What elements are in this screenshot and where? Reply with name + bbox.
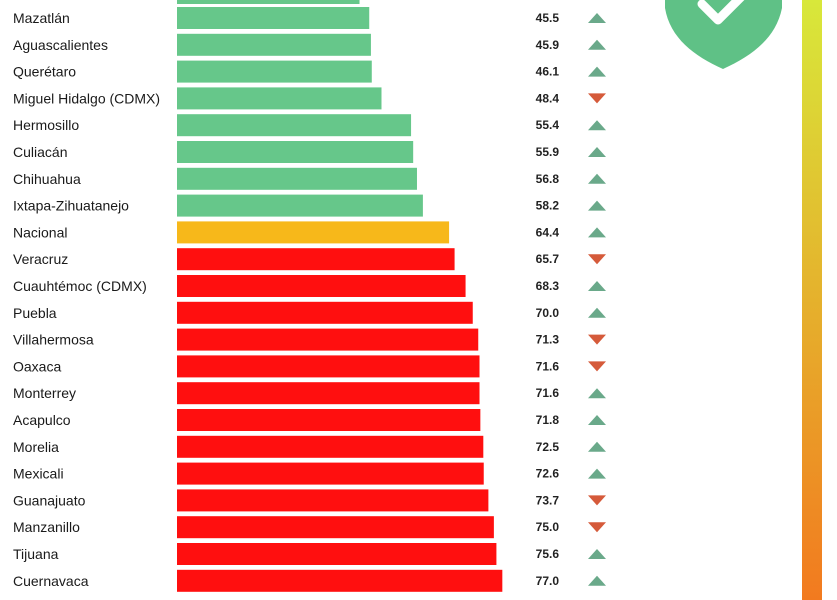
category-label: Puebla xyxy=(13,305,57,321)
bar xyxy=(177,301,473,324)
value-label: 58.2 xyxy=(536,199,560,213)
value-label: 75.6 xyxy=(536,547,560,561)
value-label: 73.7 xyxy=(536,493,560,507)
category-label: Mazatlán xyxy=(13,10,70,26)
color-scale-bar xyxy=(802,0,822,600)
triangle-up-icon xyxy=(588,415,606,425)
bar xyxy=(177,543,497,565)
bar xyxy=(177,462,484,485)
triangle-up-icon xyxy=(588,147,606,157)
triangle-up-icon xyxy=(588,575,606,586)
category-label: Acapulco xyxy=(13,412,71,428)
bar xyxy=(177,435,484,458)
category-label: Tijuana xyxy=(13,546,59,562)
triangle-up-icon xyxy=(588,468,606,479)
triangle-down-icon xyxy=(588,522,606,533)
bar xyxy=(177,516,494,539)
triangle-up-icon xyxy=(588,200,606,211)
triangle-down-icon xyxy=(588,254,606,265)
bar xyxy=(177,167,417,190)
bar xyxy=(177,382,480,405)
category-label: Aguascalientes xyxy=(13,37,108,53)
triangle-up-icon xyxy=(588,66,606,77)
category-label: Ixtapa-Zihuatanejo xyxy=(13,198,129,214)
bar xyxy=(177,60,372,83)
category-label: Culiacán xyxy=(13,144,67,160)
triangle-down-icon xyxy=(588,495,606,506)
bar-partial-top xyxy=(177,0,360,4)
value-label: 70.0 xyxy=(536,306,560,320)
category-label: Monterrey xyxy=(13,385,76,401)
value-label: 77.0 xyxy=(536,574,560,588)
triangle-up-icon xyxy=(588,120,606,131)
shield-check-icon xyxy=(665,0,782,69)
bar xyxy=(177,328,479,351)
bar xyxy=(177,33,371,56)
triangle-up-icon xyxy=(588,441,606,452)
value-label: 71.3 xyxy=(536,333,560,347)
value-label: 45.9 xyxy=(536,38,560,52)
category-label: Nacional xyxy=(13,224,67,240)
value-label: 56.8 xyxy=(536,172,560,186)
category-label: Manzanillo xyxy=(13,519,80,535)
value-label: 64.4 xyxy=(536,225,560,239)
value-label: 71.6 xyxy=(536,386,560,400)
category-label: Mexicali xyxy=(13,466,64,482)
category-label: Chihuahua xyxy=(13,171,81,187)
category-label: Querétaro xyxy=(13,64,76,80)
category-label: Villahermosa xyxy=(13,332,94,348)
category-label: Cuernavaca xyxy=(13,573,89,589)
triangle-up-icon xyxy=(588,13,606,23)
triangle-up-icon xyxy=(588,388,606,399)
triangle-up-icon xyxy=(588,549,606,559)
value-label: 75.0 xyxy=(536,520,560,534)
category-label: Cuauhtémoc (CDMX) xyxy=(13,278,147,294)
value-label: 72.6 xyxy=(536,467,560,481)
bar xyxy=(177,248,455,271)
value-label: 68.3 xyxy=(536,279,560,293)
value-label: 55.9 xyxy=(536,145,560,159)
value-label: 71.6 xyxy=(536,359,560,373)
bar xyxy=(177,141,414,163)
triangle-up-icon xyxy=(588,39,606,50)
value-label: 45.5 xyxy=(536,11,560,25)
triangle-up-icon xyxy=(588,307,606,318)
value-label: 72.5 xyxy=(536,440,560,454)
category-label: Guanajuato xyxy=(13,492,86,508)
category-label: Miguel Hidalgo (CDMX) xyxy=(13,90,160,106)
bar xyxy=(177,275,466,297)
category-label: Veracruz xyxy=(13,251,68,267)
triangle-up-icon xyxy=(588,227,606,238)
category-label: Morelia xyxy=(13,439,59,455)
category-label: Oaxaca xyxy=(13,358,61,374)
bar xyxy=(177,489,489,512)
value-label: 46.1 xyxy=(536,65,560,79)
value-label: 71.8 xyxy=(536,413,560,427)
triangle-down-icon xyxy=(588,334,606,345)
bar xyxy=(177,221,450,244)
bar xyxy=(177,114,412,137)
bar xyxy=(177,569,503,592)
value-label: 55.4 xyxy=(536,118,560,132)
triangle-up-icon xyxy=(588,281,606,291)
bar xyxy=(177,409,481,431)
bar xyxy=(177,87,382,110)
bar xyxy=(177,194,423,217)
category-label: Hermosillo xyxy=(13,117,79,133)
value-label: 65.7 xyxy=(536,252,560,266)
triangle-down-icon xyxy=(588,361,606,372)
triangle-down-icon xyxy=(588,93,606,104)
value-label: 48.4 xyxy=(536,91,560,105)
bar xyxy=(177,355,480,378)
triangle-up-icon xyxy=(588,173,606,184)
bar xyxy=(177,7,370,29)
